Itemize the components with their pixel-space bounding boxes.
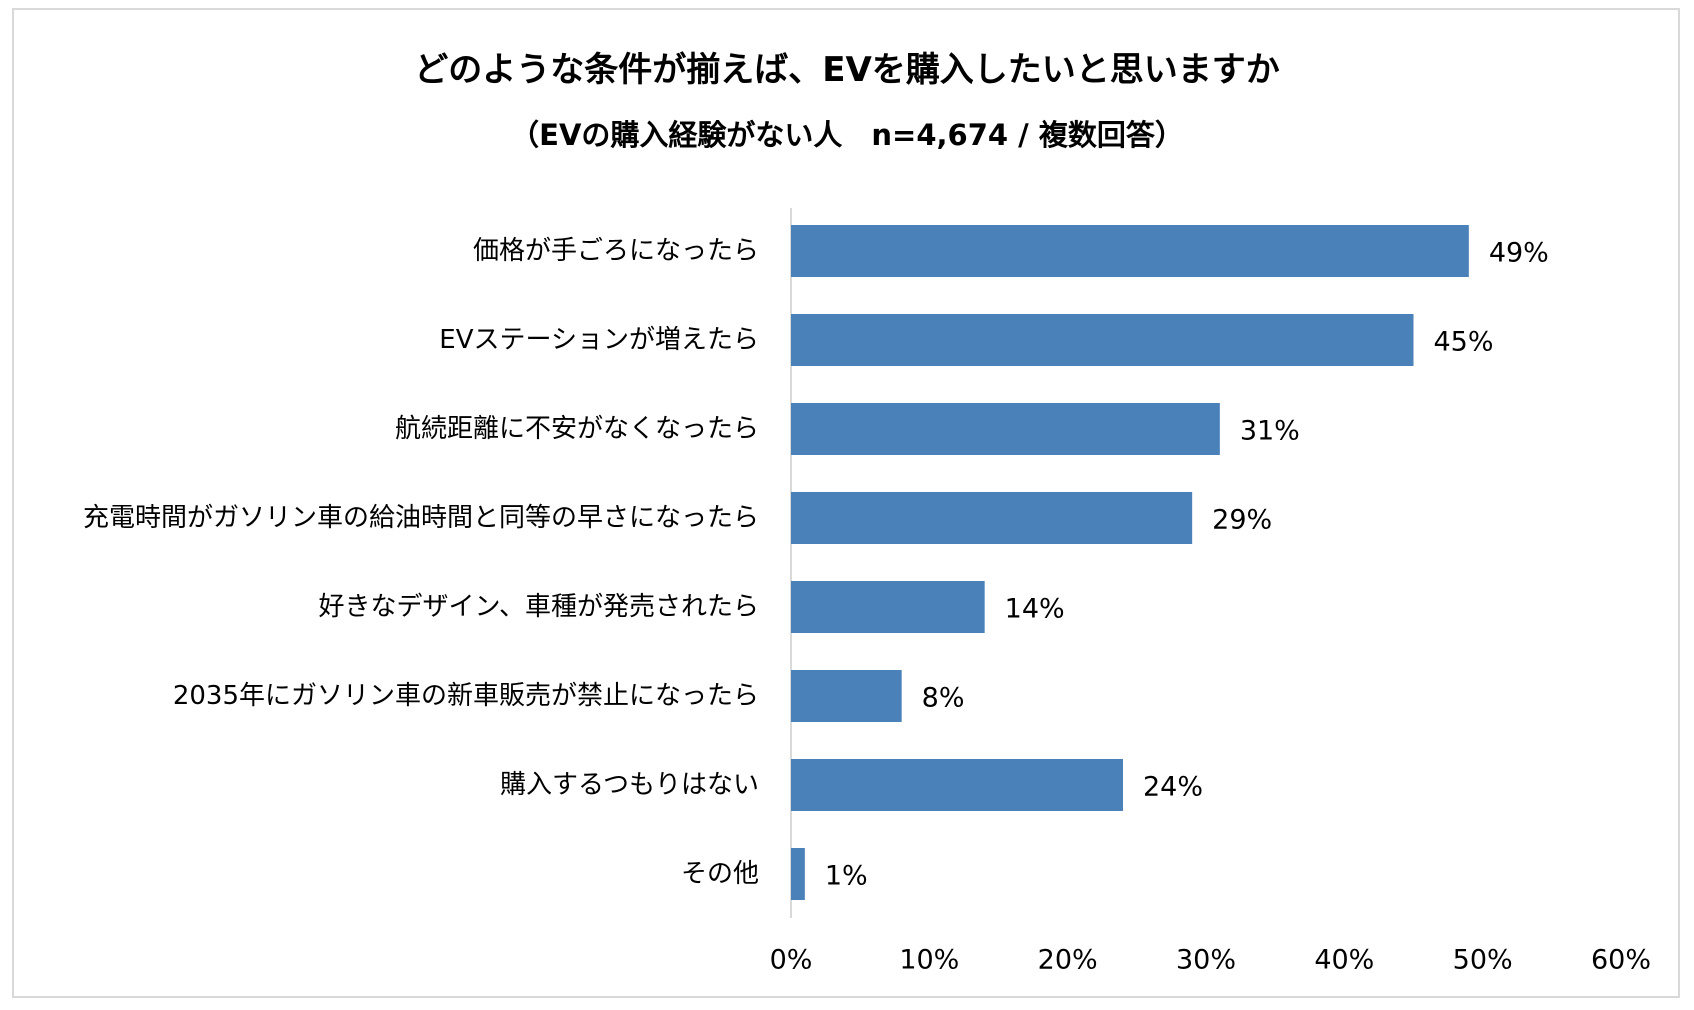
category-label: 好きなデザイン、車種が発売されたら xyxy=(319,592,759,622)
x-tick-label: 0% xyxy=(770,945,813,976)
x-tick-labels-group: 0% 10% 20% 30% 40% 50% 60% xyxy=(770,945,1651,976)
category-label: その他 xyxy=(681,859,759,889)
bar xyxy=(791,759,1123,811)
category-label: 2035年にガソリン車の新車販売が禁止になったら xyxy=(173,681,759,711)
value-labels-group: 49% 45% 31% 29% 14% 8% 24% 1% xyxy=(825,238,1549,892)
bar xyxy=(791,403,1220,455)
x-tick-label: 40% xyxy=(1314,945,1374,976)
data-label: 31% xyxy=(1240,416,1300,447)
data-label: 24% xyxy=(1143,772,1203,803)
category-labels-group: 価格が手ごろになったら EVステーションが増えたら航続距離に不安がなくなったら充電… xyxy=(83,236,759,889)
category-label: EVステーションが増えたら xyxy=(439,325,759,355)
bar xyxy=(791,492,1193,544)
chart-subtitle: （EVの購入経験がない人 n=4,674 / 複数回答） xyxy=(510,118,1184,152)
data-label: 29% xyxy=(1212,505,1272,536)
x-tick-label: 30% xyxy=(1176,945,1236,976)
x-tick-label: 50% xyxy=(1453,945,1513,976)
x-tick-label: 60% xyxy=(1591,945,1651,976)
chart-title: どのような条件が揃えば、EVを購入したいと思いますか xyxy=(414,50,1280,90)
category-label: 価格が手ごろになったら xyxy=(473,236,759,266)
bar xyxy=(791,670,902,722)
bar xyxy=(791,314,1414,366)
bars-group xyxy=(791,225,1469,900)
bar xyxy=(791,225,1469,277)
data-label: 8% xyxy=(922,683,965,714)
x-tick-label: 10% xyxy=(899,945,959,976)
bar xyxy=(791,581,985,633)
category-label: 充電時間がガソリン車の給油時間と同等の早さになったら xyxy=(83,503,759,533)
data-label: 45% xyxy=(1434,327,1494,358)
data-label: 14% xyxy=(1005,594,1065,625)
category-label: 航続距離に不安がなくなったら xyxy=(395,414,759,444)
data-label: 49% xyxy=(1489,238,1549,269)
bar xyxy=(791,848,805,900)
data-label: 1% xyxy=(825,861,868,892)
category-label: 購入するつもりはない xyxy=(500,770,759,800)
x-tick-label: 20% xyxy=(1038,945,1098,976)
